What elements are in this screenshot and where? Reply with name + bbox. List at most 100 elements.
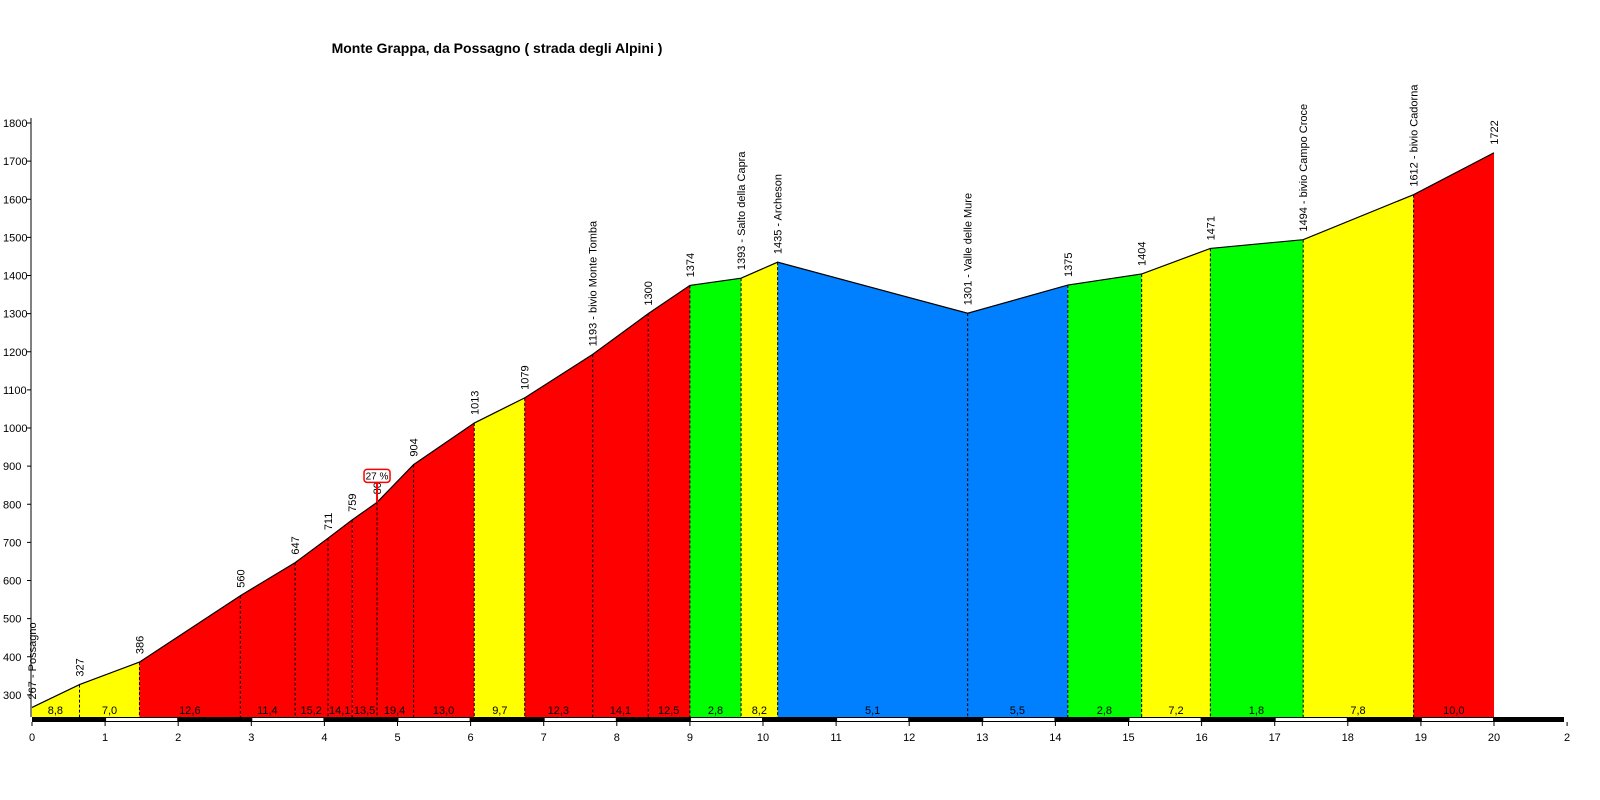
x-axis-bar-block bbox=[1275, 718, 1347, 721]
grade-label: 15,2 bbox=[301, 705, 322, 717]
altitude-label: 1013 bbox=[469, 391, 481, 415]
x-tick-label: 6 bbox=[468, 732, 474, 744]
segment-fill bbox=[474, 397, 525, 717]
x-axis-bar-block bbox=[252, 718, 324, 721]
altitude-label: 1079 bbox=[520, 365, 532, 389]
y-tick-label: 300 bbox=[3, 690, 21, 702]
grade-label: 5,5 bbox=[1010, 705, 1025, 717]
x-tick-label: 9 bbox=[687, 732, 693, 744]
segment-dividers-layer bbox=[79, 194, 1415, 717]
segment-fill bbox=[295, 538, 329, 717]
altitude-label: 386 bbox=[134, 636, 146, 654]
altitude-label: 1375 bbox=[1063, 253, 1075, 277]
grade-label: 13,5 bbox=[354, 705, 375, 717]
segment-fill bbox=[32, 684, 80, 717]
segment-fill bbox=[524, 354, 593, 717]
x-tick-label: 1 bbox=[102, 732, 108, 744]
segment-fill bbox=[967, 285, 1068, 717]
altitude-label: 1300 bbox=[643, 281, 655, 305]
grade-label: 1,8 bbox=[1249, 705, 1264, 717]
grade-label: 13,0 bbox=[433, 705, 454, 717]
y-tick-label: 1600 bbox=[3, 194, 27, 206]
grade-label: 7,2 bbox=[1168, 705, 1183, 717]
altitude-label: 1612 - bivio Cadorna bbox=[1409, 84, 1421, 187]
altitude-label: 1722 bbox=[1489, 120, 1501, 144]
x-axis-bar-block bbox=[690, 718, 762, 721]
altitude-label: 1494 - bivio Campo Croce bbox=[1298, 104, 1310, 232]
altitude-label: 267 - Possagno bbox=[27, 622, 39, 699]
x-tick-label: 4 bbox=[321, 732, 327, 744]
grade-label: 12,6 bbox=[179, 705, 200, 717]
altitude-label: 711 bbox=[323, 513, 335, 531]
x-axis-bar-block bbox=[544, 718, 616, 721]
y-tick-label: 900 bbox=[3, 461, 21, 473]
x-tick-label: 10 bbox=[757, 732, 769, 744]
grade-label: 19,4 bbox=[384, 705, 405, 717]
y-tick-label: 1400 bbox=[3, 271, 27, 283]
x-tick-label: 20 bbox=[1488, 732, 1500, 744]
y-tick-label: 1500 bbox=[3, 232, 27, 244]
y-tick-label: 600 bbox=[3, 576, 21, 588]
altitude-label: 759 bbox=[347, 494, 359, 512]
grade-label: 10,0 bbox=[1443, 705, 1464, 717]
x-axis-bar-block bbox=[837, 718, 909, 721]
altitude-label: 327 bbox=[75, 658, 87, 676]
y-tick-label: 800 bbox=[3, 499, 21, 511]
grade-label: 7,8 bbox=[1350, 705, 1365, 717]
grade-label: 12,5 bbox=[658, 705, 679, 717]
altitude-label: 904 bbox=[409, 438, 421, 456]
segment-fill bbox=[592, 313, 649, 717]
segment-fill bbox=[689, 278, 742, 717]
altitude-label: 1435 - Archeson bbox=[773, 174, 785, 254]
axes-layer: 1800 1700 1600 1500 1400 1300 1200 1 10 0 1000 900 8… bbox=[3, 118, 1570, 744]
y-tick-label: 1800 bbox=[3, 118, 27, 130]
x-axis-bar bbox=[32, 717, 1564, 722]
y-tick-label: 1700 bbox=[3, 156, 27, 168]
grade-label: 14,1 bbox=[610, 705, 631, 717]
altitude-label: 1374 bbox=[685, 253, 697, 277]
y-tick-label: 1300 bbox=[3, 309, 27, 321]
x-axis-bar-block bbox=[1421, 718, 1493, 721]
y-tick-label: 500 bbox=[3, 614, 21, 626]
segment-fill bbox=[79, 662, 140, 717]
x-tick-label: 15 bbox=[1122, 732, 1134, 744]
x-axis-bar-block bbox=[106, 718, 178, 721]
x-tick-label: 11 bbox=[830, 732, 841, 744]
y-tick-label: 1200 bbox=[3, 347, 27, 359]
altitude-label: 1393 - Salto della Capra bbox=[736, 151, 748, 271]
x-tick-label: 17 bbox=[1269, 732, 1281, 744]
chart-title: Monte Grappa, da Possagno ( strada degli… bbox=[332, 40, 663, 56]
grade-label: 12,3 bbox=[548, 705, 569, 717]
segment-fill bbox=[139, 595, 241, 717]
x-tick-label: 12 bbox=[903, 732, 915, 744]
y-tick-label: 400 bbox=[3, 652, 21, 664]
x-axis-bar-block bbox=[983, 718, 1055, 721]
grade-label: 2,8 bbox=[708, 705, 723, 717]
segment-fill bbox=[1141, 248, 1211, 717]
segment-fill bbox=[777, 262, 968, 717]
x-tick-label: 2 bbox=[175, 732, 181, 744]
x-tick-label: 13 bbox=[976, 732, 988, 744]
grade-label: 5,1 bbox=[865, 705, 880, 717]
grade-label: 8,8 bbox=[48, 705, 63, 717]
segment-fill bbox=[413, 423, 475, 717]
altitude-label: 560 bbox=[235, 569, 247, 587]
x-tick-label: 5 bbox=[394, 732, 400, 744]
segment-fill bbox=[1067, 273, 1142, 717]
y-tick-label: 1000 bbox=[3, 423, 27, 435]
x-tick-label: 19 bbox=[1415, 732, 1427, 744]
annotation-text: 27 % bbox=[366, 471, 389, 482]
grade-label: 11,4 bbox=[257, 705, 278, 717]
segment-fill bbox=[1413, 152, 1494, 718]
grade-label: 2,8 bbox=[1097, 705, 1112, 717]
segment-fill bbox=[328, 519, 353, 717]
grade-label: 9,7 bbox=[492, 705, 507, 717]
x-tick-label: 0 bbox=[29, 732, 35, 744]
annotations-layer: 27 % bbox=[363, 468, 391, 503]
segment-fill bbox=[1210, 239, 1304, 717]
x-tick-label: 7 bbox=[541, 732, 547, 744]
grade-label: 8,2 bbox=[752, 705, 767, 717]
y-tick-label: 700 bbox=[3, 537, 21, 549]
grade-label: 7,0 bbox=[102, 705, 117, 717]
